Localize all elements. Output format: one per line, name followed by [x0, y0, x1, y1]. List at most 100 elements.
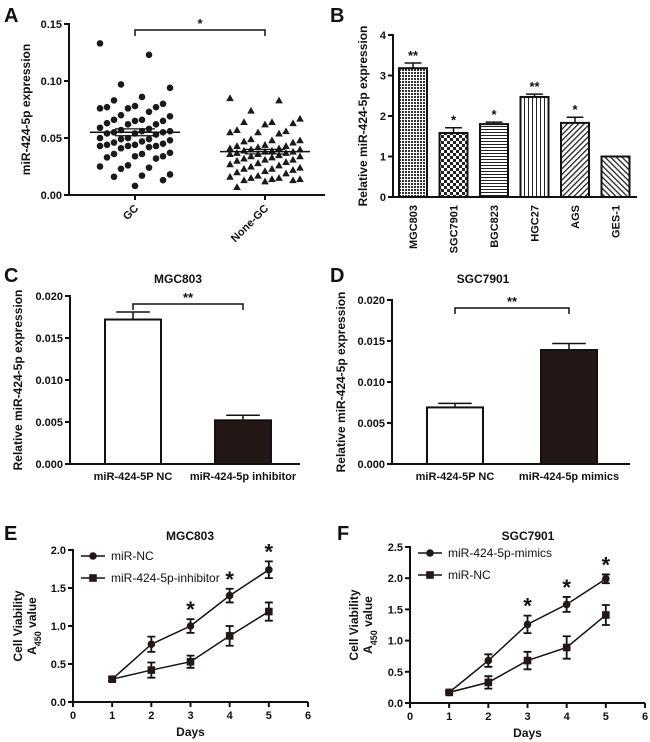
data-point	[254, 143, 262, 151]
y-tick-label: 0.15	[41, 19, 62, 31]
data-point	[261, 120, 269, 128]
significance-bracket	[134, 29, 266, 36]
significance-star: *	[451, 113, 457, 128]
y-label-part: 450	[33, 631, 43, 646]
data-point	[282, 158, 290, 165]
y-tick-label: 0.000	[35, 459, 63, 471]
data-point	[275, 161, 283, 169]
data-point	[261, 155, 269, 163]
data-point	[124, 105, 132, 112]
data-point	[226, 172, 234, 180]
y-axis-label: miR-424-5p expression	[19, 44, 33, 175]
data-point	[131, 141, 139, 149]
chart-title: SGC7901	[457, 272, 510, 286]
y-tick-label: 0.005	[35, 417, 63, 429]
significance-bracket	[454, 307, 570, 314]
x-tick-label: BGC823	[489, 205, 501, 248]
data-point	[152, 155, 160, 162]
chart-title: MGC803	[154, 272, 202, 286]
data-point	[96, 134, 104, 142]
data-point	[186, 657, 195, 666]
data-point	[296, 136, 304, 144]
y-tick-label: 0.020	[357, 295, 385, 307]
data-point	[117, 111, 125, 119]
data-point	[233, 126, 241, 134]
data-point	[268, 164, 276, 172]
legend-label: miR-NC	[448, 568, 491, 582]
x-tick-label: 2	[148, 710, 154, 722]
data-point	[247, 162, 255, 170]
data-point	[138, 116, 146, 124]
x-tick-label: 3	[187, 710, 193, 722]
bar	[398, 67, 428, 198]
panel-label: D	[330, 265, 344, 287]
y-tick-label: 2.0	[51, 545, 66, 557]
y-tick-label: 0.010	[35, 375, 63, 387]
data-point	[166, 113, 174, 120]
legend-marker	[426, 571, 434, 579]
significance-star: *	[186, 597, 195, 622]
data-point	[117, 144, 125, 152]
y-tick-label: 0.015	[357, 336, 385, 348]
bar	[600, 155, 631, 198]
data-point	[145, 135, 153, 143]
y-label-part: A	[25, 646, 39, 655]
data-point	[131, 102, 139, 110]
legend-label: miR-424-5p-inhibitor	[111, 571, 220, 585]
y-tick-label: 0.020	[35, 291, 63, 303]
x-tick-label: miR-424-5P NC	[94, 471, 173, 483]
x-tick-label: 4	[564, 711, 571, 723]
chart-title: MGC803	[166, 529, 214, 543]
data-point	[233, 168, 241, 176]
panel-label: F	[337, 523, 349, 545]
significance-star: *	[562, 575, 571, 600]
data-point	[254, 171, 262, 179]
data-point	[103, 119, 111, 127]
bar	[104, 318, 162, 465]
panel-label: A	[4, 5, 18, 27]
x-tick-label: AGS	[570, 205, 582, 229]
significance-star: **	[408, 48, 419, 63]
y-tick-label: 2.5	[388, 542, 403, 554]
data-point	[152, 121, 160, 128]
data-point	[159, 100, 167, 108]
data-point	[240, 154, 248, 162]
data-point	[117, 81, 125, 88]
data-point	[265, 607, 273, 616]
data-point	[110, 150, 118, 158]
y-tick-label: 0.0	[388, 698, 403, 710]
bar	[519, 95, 550, 198]
y-axis-label: Relative miR-424-5p expression	[334, 292, 348, 473]
y-tick-label: 3	[380, 71, 386, 83]
y-label-part: A	[361, 645, 375, 654]
x-axis-label: Days	[513, 726, 542, 740]
data-point	[124, 121, 132, 128]
y-tick-label: 0	[380, 192, 386, 204]
data-point	[103, 103, 111, 111]
data-point	[275, 144, 283, 152]
data-point	[225, 632, 234, 640]
data-point	[289, 155, 297, 163]
data-point	[247, 174, 255, 181]
data-point	[275, 96, 283, 104]
x-tick-label: HGC27	[530, 205, 542, 242]
data-point	[186, 622, 195, 630]
y-tick-label: 0.5	[388, 667, 403, 679]
data-point	[110, 116, 118, 124]
x-tick-label: 6	[642, 711, 648, 723]
bar	[540, 349, 598, 465]
legend-marker	[426, 549, 434, 557]
significance-star: *	[602, 552, 611, 577]
data-point	[166, 171, 174, 178]
data-point	[110, 139, 118, 146]
data-point	[124, 162, 132, 169]
significance-star: **	[529, 79, 540, 94]
x-tick-label: miR-424-5p mimics	[519, 471, 619, 483]
data-point	[96, 163, 104, 170]
y-tick-label: 0.000	[357, 459, 385, 471]
data-point	[247, 106, 255, 114]
data-point	[166, 149, 174, 157]
significance-star: **	[183, 290, 194, 305]
significance-star: *	[491, 107, 497, 122]
